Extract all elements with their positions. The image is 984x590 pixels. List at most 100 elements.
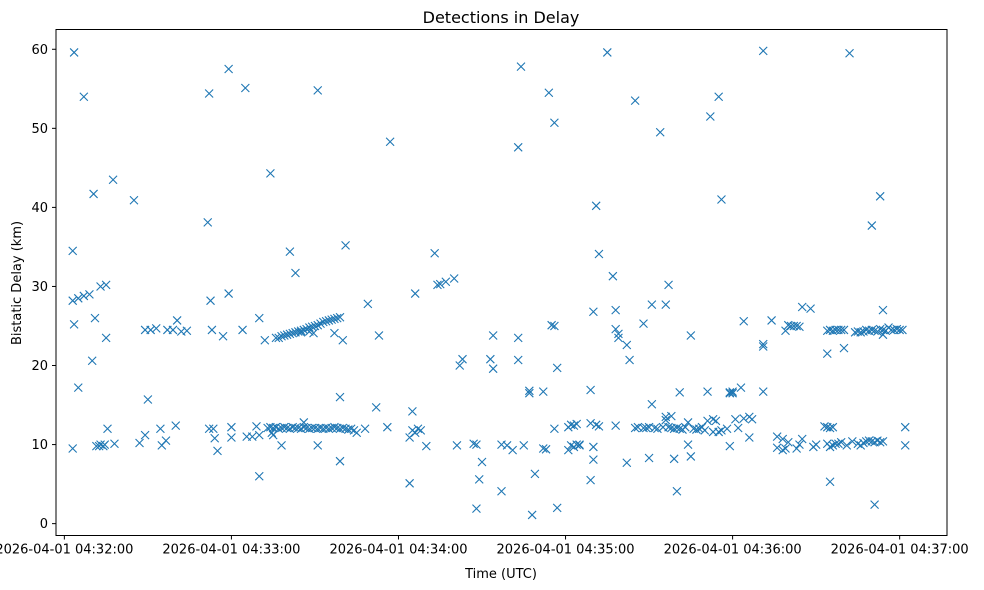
data-point	[341, 240, 350, 250]
data-point	[330, 314, 339, 324]
data-point	[135, 438, 144, 448]
data-point	[747, 414, 757, 424]
data-point	[591, 201, 601, 211]
data-point	[666, 411, 676, 421]
data-point	[825, 442, 835, 452]
data-point	[772, 432, 782, 442]
data-point	[686, 331, 696, 340]
data-point	[335, 312, 345, 322]
data-point	[405, 433, 415, 442]
data-point	[544, 88, 554, 98]
data-point	[318, 317, 328, 327]
data-point	[87, 356, 97, 366]
data-point	[161, 436, 171, 446]
data-point	[875, 191, 885, 201]
data-point	[825, 423, 835, 433]
data-point	[856, 327, 866, 337]
data-point	[513, 142, 523, 152]
data-point	[653, 424, 662, 434]
data-point	[680, 422, 690, 432]
data-point	[647, 300, 657, 310]
data-point	[488, 364, 498, 374]
data-point	[588, 455, 598, 464]
y-tick-label: 0	[40, 517, 48, 532]
data-point	[744, 433, 754, 442]
data-point	[168, 325, 178, 335]
data-point	[708, 414, 718, 424]
data-point	[550, 321, 559, 331]
data-point	[730, 414, 740, 424]
data-point	[541, 444, 551, 454]
data-point	[296, 327, 306, 337]
data-point	[288, 328, 298, 338]
data-point	[309, 328, 318, 338]
data-point	[831, 439, 841, 449]
data-point	[143, 395, 153, 404]
data-point	[274, 424, 284, 434]
data-point	[73, 293, 83, 303]
data-point	[68, 246, 78, 256]
data-point	[728, 387, 737, 396]
data-point	[792, 321, 802, 331]
data-point	[410, 289, 420, 298]
data-point	[360, 424, 370, 434]
x-tick-label: 2026-04-01 04:33:00	[162, 543, 300, 558]
data-point	[508, 445, 518, 455]
data-point	[227, 422, 236, 432]
data-point	[822, 349, 832, 359]
data-point	[330, 422, 339, 432]
data-point	[385, 137, 395, 147]
data-point	[842, 440, 852, 450]
data-point	[210, 433, 220, 443]
data-point	[274, 333, 284, 343]
data-point	[717, 425, 726, 435]
data-point	[608, 271, 618, 281]
data-point	[68, 296, 78, 306]
data-point	[433, 280, 442, 290]
data-point	[203, 218, 213, 227]
data-point	[630, 423, 640, 433]
data-point	[254, 471, 264, 481]
data-point	[795, 322, 804, 332]
data-point	[69, 320, 79, 329]
data-point	[870, 500, 879, 510]
data-point	[516, 62, 526, 72]
plot-area	[55, 29, 948, 536]
data-point	[839, 325, 849, 335]
data-point	[227, 433, 236, 442]
data-point	[828, 422, 838, 432]
data-point	[538, 387, 548, 396]
x-tick-label: 2026-04-01 04:36:00	[664, 543, 802, 558]
data-points	[68, 46, 910, 520]
data-point	[705, 112, 715, 121]
data-point	[572, 419, 582, 429]
data-point	[524, 386, 534, 396]
data-point	[692, 425, 701, 434]
data-point	[324, 316, 334, 325]
data-point	[279, 331, 289, 340]
data-point	[569, 421, 579, 430]
data-point	[474, 474, 484, 484]
data-point	[878, 437, 888, 446]
data-point	[271, 333, 281, 343]
data-point	[182, 326, 192, 336]
data-point	[588, 442, 598, 452]
y-axis-ticks: 0 10 20 30 40 50 60	[31, 43, 56, 532]
data-point	[313, 85, 323, 95]
data-point	[416, 425, 426, 435]
data-point	[586, 418, 595, 428]
data-point	[321, 316, 331, 326]
data-point	[140, 430, 150, 440]
data-point	[714, 427, 724, 437]
data-point	[552, 363, 562, 373]
data-point	[586, 385, 595, 395]
data-point	[455, 361, 465, 370]
data-point	[834, 439, 843, 449]
data-point	[878, 330, 888, 340]
data-point	[254, 313, 264, 323]
data-point	[110, 439, 119, 449]
data-point	[550, 118, 559, 128]
data-point	[758, 339, 768, 349]
x-axis-label: Time (UTC)	[464, 567, 537, 582]
